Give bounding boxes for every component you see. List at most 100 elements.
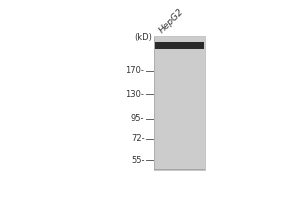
Bar <box>154 157 205 169</box>
Bar <box>154 59 205 169</box>
Bar <box>154 164 205 169</box>
Bar <box>154 97 205 169</box>
Bar <box>154 70 205 169</box>
Bar <box>154 148 205 169</box>
Bar <box>154 112 205 169</box>
Bar <box>154 137 205 169</box>
Bar <box>154 169 205 170</box>
Bar <box>154 136 205 169</box>
Bar <box>154 121 205 169</box>
Text: HepG2: HepG2 <box>158 7 186 35</box>
Text: (kD): (kD) <box>134 33 152 42</box>
Bar <box>154 149 205 169</box>
Bar <box>154 64 205 169</box>
Bar <box>154 85 205 169</box>
Bar <box>154 87 205 169</box>
Bar <box>154 133 205 169</box>
Bar <box>154 123 205 169</box>
Bar <box>154 65 205 169</box>
Bar <box>154 119 205 169</box>
Bar <box>154 100 205 169</box>
Bar <box>154 155 205 169</box>
Bar <box>154 106 205 169</box>
Bar <box>154 69 205 169</box>
Bar <box>154 152 205 169</box>
Bar <box>154 79 205 169</box>
Bar <box>154 53 205 169</box>
Bar <box>154 156 205 169</box>
Bar <box>154 73 205 169</box>
Bar <box>154 71 205 169</box>
Bar <box>154 150 205 169</box>
Bar <box>154 128 205 169</box>
Bar <box>154 62 205 169</box>
Bar <box>154 165 205 169</box>
Bar <box>154 101 205 169</box>
Bar <box>154 80 205 169</box>
Bar <box>154 77 205 169</box>
Bar <box>154 98 205 169</box>
Bar <box>154 52 205 169</box>
Bar <box>154 116 205 169</box>
Bar <box>154 45 205 169</box>
Bar <box>154 135 205 169</box>
Bar <box>154 129 205 169</box>
Bar <box>154 145 205 169</box>
Bar <box>154 120 205 169</box>
Bar <box>154 89 205 169</box>
Bar <box>154 55 205 169</box>
Bar <box>154 36 205 170</box>
Text: 72-: 72- <box>131 134 145 143</box>
Bar <box>154 81 205 169</box>
Bar <box>154 146 205 169</box>
Bar <box>154 47 205 169</box>
Bar <box>154 94 205 169</box>
Bar <box>154 130 205 169</box>
Bar <box>154 142 205 169</box>
Bar <box>154 54 205 169</box>
Bar <box>154 50 205 169</box>
Bar <box>154 102 205 169</box>
Bar <box>154 92 205 169</box>
Bar <box>154 161 205 169</box>
Bar <box>154 127 205 169</box>
Bar <box>154 109 205 169</box>
Bar <box>154 103 205 169</box>
Bar <box>154 41 205 169</box>
Bar <box>154 140 205 169</box>
Bar <box>154 58 205 169</box>
Bar <box>154 151 205 169</box>
Bar <box>154 139 205 169</box>
Bar <box>154 144 205 169</box>
Bar <box>154 56 205 169</box>
Bar <box>154 162 205 169</box>
Bar <box>154 114 205 169</box>
Bar <box>154 147 205 169</box>
Bar <box>155 42 204 49</box>
Bar <box>154 68 205 169</box>
Bar <box>154 118 205 169</box>
Bar <box>154 108 205 169</box>
Bar <box>154 46 205 169</box>
Bar <box>154 95 205 169</box>
Bar <box>154 78 205 169</box>
Bar <box>154 138 205 169</box>
Bar <box>154 99 205 169</box>
Bar <box>154 88 205 169</box>
Text: 130-: 130- <box>126 90 145 99</box>
Bar <box>154 159 205 169</box>
Bar <box>154 160 205 169</box>
Bar <box>154 154 205 169</box>
Bar <box>154 141 205 169</box>
Bar <box>154 90 205 169</box>
Bar <box>154 63 205 169</box>
Bar <box>154 132 205 169</box>
Bar <box>154 66 205 169</box>
Bar <box>154 43 205 169</box>
Bar <box>154 110 205 169</box>
Bar <box>154 72 205 169</box>
Bar <box>154 167 205 169</box>
Text: 170-: 170- <box>126 66 145 75</box>
Bar <box>154 61 205 169</box>
Bar <box>154 84 205 169</box>
